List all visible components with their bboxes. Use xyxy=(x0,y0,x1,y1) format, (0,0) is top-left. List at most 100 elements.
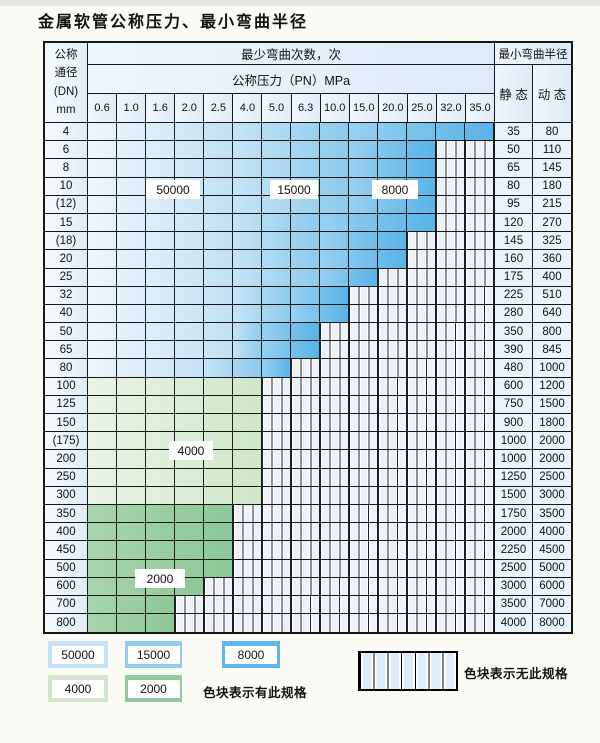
zone-segment-M xyxy=(233,341,262,359)
dynamic-radius-value: 6000 xyxy=(533,577,571,595)
zone-segment-L xyxy=(88,286,233,304)
zone-segment-H xyxy=(233,504,494,523)
static-radius-value: 50 xyxy=(495,141,533,159)
zone-segment-H xyxy=(320,323,494,341)
static-radius-value: 1500 xyxy=(495,486,533,504)
dn-cell: 6 xyxy=(45,141,88,159)
cycle-zone-area xyxy=(88,232,495,250)
pressure-tick: 35.0 xyxy=(466,94,495,122)
static-radius-value: 390 xyxy=(495,341,533,359)
table-row-dn-150: 150 900 1800 xyxy=(45,414,571,433)
zone-segment-M xyxy=(233,213,320,232)
cycle-label-2000: 2000 xyxy=(135,569,185,588)
cycle-zone-area xyxy=(88,159,495,177)
static-radius-value: 480 xyxy=(495,359,533,377)
dynamic-radius-value: 2000 xyxy=(533,450,571,468)
zone-segment-A xyxy=(88,432,262,450)
zone-segment-M xyxy=(233,304,291,323)
table-row-dn-6: 6 50 110 xyxy=(45,141,571,160)
dn-cell: 32 xyxy=(45,286,88,304)
dn-cell: 25 xyxy=(45,268,88,286)
zone-segment-M xyxy=(233,159,349,177)
table-row-dn-15: 15 120 270 xyxy=(45,213,571,233)
header-dn-line: 公称 xyxy=(54,49,78,62)
static-radius-value: 900 xyxy=(495,414,533,432)
dn-cell: 80 xyxy=(45,359,88,377)
zone-segment-D xyxy=(349,141,436,159)
cycle-zone-area xyxy=(88,486,495,504)
zone-segment-M xyxy=(233,286,291,304)
zone-segment-D xyxy=(320,213,436,232)
zone-segment-A xyxy=(88,486,262,504)
static-radius-value: 2000 xyxy=(495,523,533,541)
legend-swatch-value: 15000 xyxy=(127,645,180,664)
cycle-zone-area xyxy=(88,395,495,413)
zone-segment-D xyxy=(262,341,320,359)
table-header: 公称 通径 (DN) mm 最少弯曲次数，次 公称压力（PN）MPa 0.6 1.0 1.… xyxy=(45,43,571,123)
zone-segment-H xyxy=(262,486,494,504)
zone-segment-M xyxy=(233,268,320,286)
zone-segment-H xyxy=(349,286,494,304)
cycle-zone-area xyxy=(88,286,495,304)
cycle-zone-area xyxy=(88,595,495,614)
zone-segment-D xyxy=(320,268,378,286)
table-row-dn-(12): (12) 95 215 xyxy=(45,195,571,214)
header-dn-line: 通径 xyxy=(54,67,78,80)
dynamic-radius-value: 325 xyxy=(533,232,571,250)
legend-swatch-value: 4000 xyxy=(52,679,104,698)
table-row-dn-700: 700 3500 7000 xyxy=(45,595,571,615)
table-row-dn-200: 200 1000 2000 xyxy=(45,450,571,469)
zone-segment-B xyxy=(88,559,233,577)
table-row-dn-350: 350 1750 3500 xyxy=(45,504,571,524)
pressure-tick: 25.0 xyxy=(407,94,437,122)
dynamic-radius-value: 510 xyxy=(533,286,571,304)
header-cycles-section: 最少弯曲次数，次 公称压力（PN）MPa 0.6 1.0 1.6 2.0 2.5 4.0 5… xyxy=(88,43,495,122)
table-row-dn-8: 8 65 145 xyxy=(45,159,571,178)
zone-segment-M xyxy=(233,123,349,141)
cycle-zone-area xyxy=(88,614,495,633)
cycle-zone-area xyxy=(88,541,495,559)
dynamic-radius-value: 400 xyxy=(533,268,571,286)
dynamic-radius-value: 3500 xyxy=(533,504,571,523)
zone-segment-L xyxy=(88,232,233,250)
zone-segment-M xyxy=(233,195,349,213)
zone-segment-A xyxy=(88,377,262,395)
zone-segment-A xyxy=(88,395,262,413)
table-row-dn-600: 600 3000 6000 xyxy=(45,577,571,596)
dynamic-radius-value: 270 xyxy=(533,213,571,232)
zone-segment-H xyxy=(175,595,494,614)
static-radius-value: 2250 xyxy=(495,541,533,559)
header-radius-section: 最小弯曲半径 静 态 动 态 xyxy=(495,43,571,122)
zone-segment-H xyxy=(436,141,494,159)
legend-no-spec-text: 色块表示无此规格 xyxy=(464,667,569,681)
cycle-zone-area xyxy=(88,213,495,232)
static-radius-value: 225 xyxy=(495,286,533,304)
static-radius-value: 35 xyxy=(495,123,533,141)
cycle-label-50000: 50000 xyxy=(146,180,200,199)
zone-segment-L xyxy=(88,341,233,359)
static-radius-value: 3500 xyxy=(495,595,533,614)
legend-has-spec-text: 色块表示有此规格 xyxy=(203,686,308,700)
dn-cell: 350 xyxy=(45,504,88,523)
cycle-zone-area xyxy=(88,304,495,323)
dn-cell: 700 xyxy=(45,595,88,614)
cycle-zone-area xyxy=(88,468,495,486)
zone-segment-B xyxy=(88,541,233,559)
static-radius-value: 350 xyxy=(495,323,533,341)
pressure-tick: 15.0 xyxy=(349,94,379,122)
table-row-dn-65: 65 390 845 xyxy=(45,341,571,360)
dn-cell: 125 xyxy=(45,395,88,413)
dn-cell: 20 xyxy=(45,250,88,268)
zone-segment-D xyxy=(349,123,494,141)
zone-segment-B xyxy=(88,523,233,541)
zone-segment-H xyxy=(262,468,494,486)
dynamic-radius-value: 145 xyxy=(533,159,571,177)
static-radius-value: 160 xyxy=(495,250,533,268)
table-body: 4 35 80 6 50 110 8 65 145 10 80 180 (12) 95 215 15 120 27… xyxy=(45,123,571,633)
zone-segment-H xyxy=(262,395,494,413)
dynamic-radius-value: 800 xyxy=(533,323,571,341)
zone-segment-H xyxy=(204,577,494,595)
zone-segment-M xyxy=(233,250,320,268)
zone-segment-D xyxy=(262,323,320,341)
zone-segment-L xyxy=(88,268,233,286)
